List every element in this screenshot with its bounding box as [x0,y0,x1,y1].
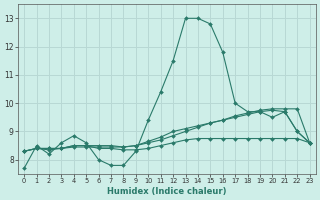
X-axis label: Humidex (Indice chaleur): Humidex (Indice chaleur) [107,187,227,196]
